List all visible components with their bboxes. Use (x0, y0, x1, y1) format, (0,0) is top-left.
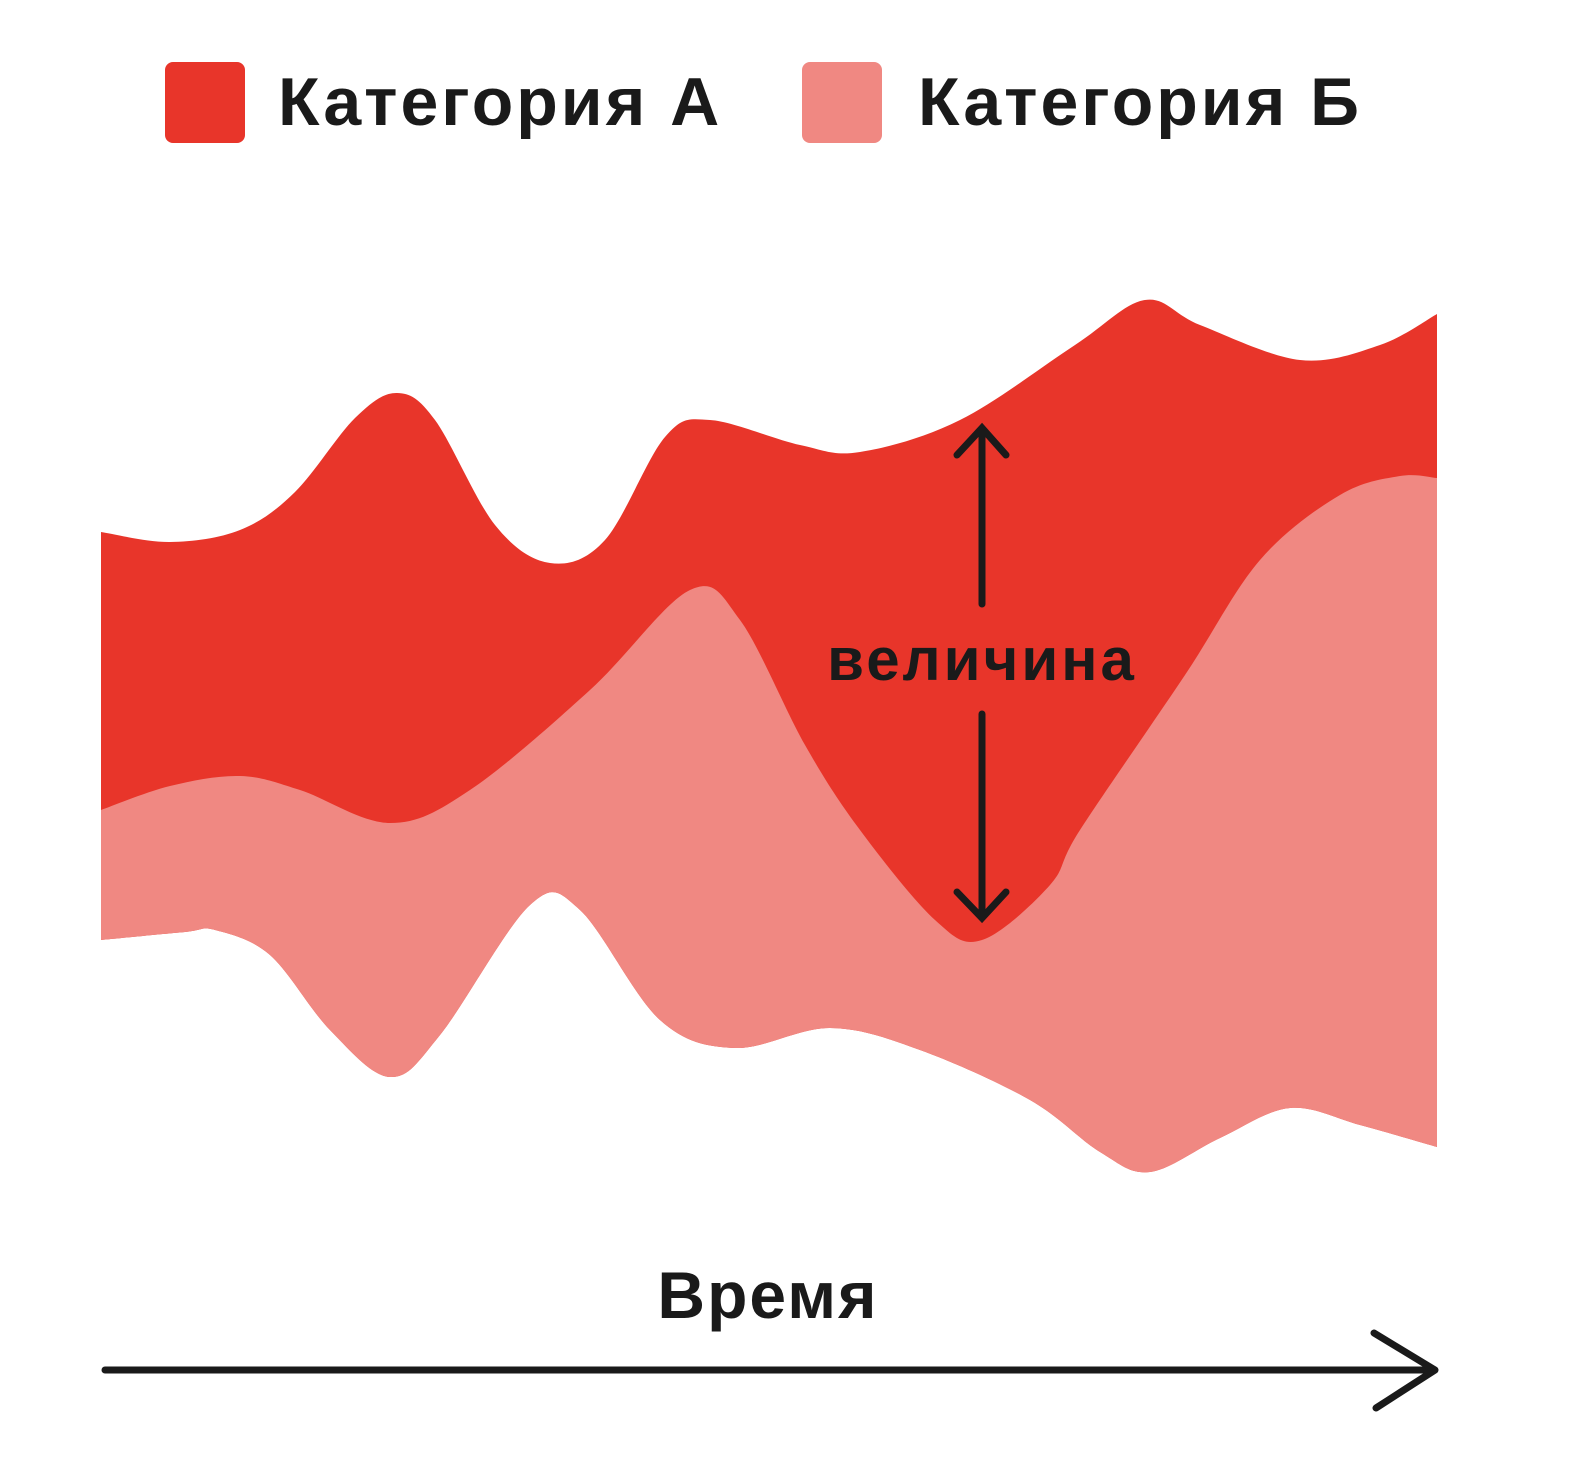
arrow-down-head (953, 888, 1010, 924)
legend-swatch-a (165, 62, 245, 143)
magnitude-arrow (953, 422, 1010, 924)
time-axis (101, 1329, 1439, 1412)
legend-label-b: Категория Б (918, 64, 1362, 140)
legend-label-a: Категория А (278, 64, 722, 140)
legend-swatch-b (802, 62, 882, 143)
arrow-up-head (953, 422, 1010, 459)
category-b-band (101, 475, 1437, 1173)
magnitude-label: величина (827, 626, 1137, 693)
time-axis-label: Время (657, 1258, 878, 1332)
time-axis-head (1370, 1329, 1439, 1412)
